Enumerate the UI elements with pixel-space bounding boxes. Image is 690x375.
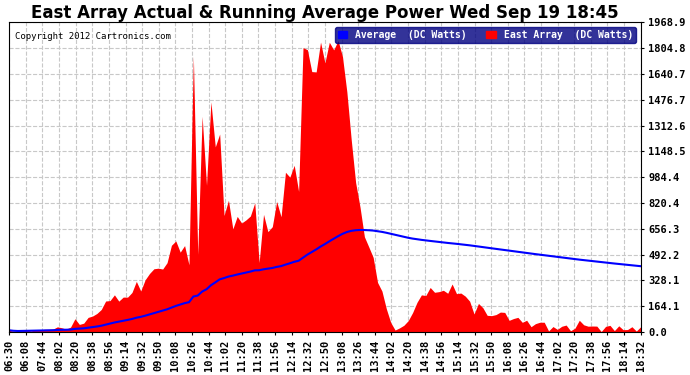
Text: Copyright 2012 Cartronics.com: Copyright 2012 Cartronics.com <box>15 32 171 40</box>
Title: East Array Actual & Running Average Power Wed Sep 19 18:45: East Array Actual & Running Average Powe… <box>31 4 619 22</box>
Legend: Average  (DC Watts), East Array  (DC Watts): Average (DC Watts), East Array (DC Watts… <box>335 27 635 43</box>
